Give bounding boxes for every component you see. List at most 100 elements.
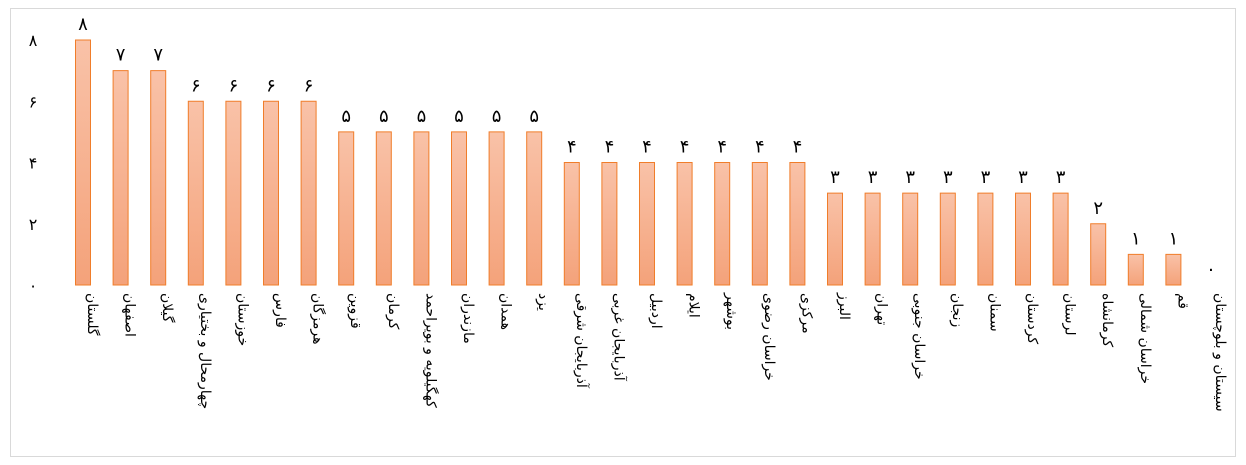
x-category-label: لرستان <box>1062 293 1078 336</box>
bar <box>263 100 279 286</box>
data-label: ۰ <box>1206 259 1216 280</box>
x-category-label: سیستان و بلوچستان <box>1212 293 1228 412</box>
data-label: ۶ <box>191 75 201 96</box>
x-category-label: چهارمحال و بختیاری <box>197 293 213 409</box>
data-label: ۳ <box>1018 167 1028 188</box>
data-label: ۳ <box>905 167 915 188</box>
bar <box>451 131 467 286</box>
data-label: ۱ <box>1131 228 1141 249</box>
x-category-label: خراسان جنوبی <box>911 293 927 380</box>
x-category-label: مرکزی <box>798 293 814 334</box>
data-label: ۶ <box>229 75 239 96</box>
x-category-label: هرمزگان <box>310 293 327 345</box>
bars <box>75 39 1182 286</box>
data-label: ۱ <box>1169 228 1179 249</box>
x-category-label: گیلان <box>159 293 176 323</box>
bar <box>75 39 91 286</box>
x-category-label: آذربایجان شرقی <box>573 293 590 389</box>
data-label: ۷ <box>153 45 163 66</box>
bar <box>977 192 994 286</box>
bar <box>902 192 919 286</box>
bar <box>413 131 430 286</box>
y-tick-label: ۸ <box>29 31 38 50</box>
data-label: ۲ <box>1093 198 1103 219</box>
bar <box>338 131 355 286</box>
data-label: ۶ <box>304 75 314 96</box>
bar <box>1090 223 1107 286</box>
x-category-label: آذربایجان غربی <box>610 293 627 382</box>
y-tick-label: ۰ <box>29 276 38 295</box>
data-label: ۴ <box>605 137 615 158</box>
data-label: ۶ <box>266 75 276 96</box>
bar <box>1127 253 1144 286</box>
bar <box>1015 192 1031 286</box>
x-category-label: بوشهر <box>723 292 739 330</box>
x-category-label: همدان <box>498 293 514 330</box>
x-category-label: فارس <box>272 293 288 328</box>
data-label: ۷ <box>116 45 126 66</box>
bar <box>1052 192 1069 286</box>
data-label: ۴ <box>793 137 803 158</box>
data-label: ۵ <box>454 106 464 127</box>
x-category-label: مازندران <box>460 293 476 344</box>
bar <box>526 131 543 286</box>
x-category-label: زنجان <box>949 293 965 327</box>
bar <box>375 131 392 286</box>
data-label: ۵ <box>379 106 389 127</box>
y-tick-label: ۲ <box>29 215 38 234</box>
bar <box>187 100 204 286</box>
x-category-label: گلستان <box>84 293 101 336</box>
bar <box>864 192 881 286</box>
x-axis: گلستان اصفهان گیلان چهارمحال و بختیاری خوزست… <box>84 292 1228 412</box>
bar <box>488 131 505 286</box>
data-label: ۳ <box>981 167 991 188</box>
y-tick-label: ۶ <box>29 92 38 111</box>
data-label: ۵ <box>341 106 351 127</box>
data-label: ۴ <box>642 137 652 158</box>
x-category-label: خراسان رضوی <box>761 293 777 381</box>
data-label: ۳ <box>830 167 840 188</box>
x-category-label: کرمان <box>385 293 401 330</box>
bar <box>150 70 167 286</box>
x-category-label: یزد <box>535 293 551 311</box>
data-label: ۳ <box>868 167 878 188</box>
x-category-label: خوزستان <box>234 293 250 346</box>
data-label: ۵ <box>529 106 539 127</box>
bar <box>225 100 242 286</box>
x-category-label: اصفهان <box>122 293 138 337</box>
data-label: ۳ <box>943 167 953 188</box>
bar <box>676 162 693 286</box>
data-label: ۳ <box>1056 167 1066 188</box>
bar <box>639 162 655 286</box>
data-label: ۴ <box>567 137 577 158</box>
bar <box>789 162 806 286</box>
chart-frame <box>10 8 1236 457</box>
bar <box>751 162 768 286</box>
bar <box>1165 253 1182 286</box>
x-category-label: کردستان <box>1024 293 1040 344</box>
bar <box>601 162 618 286</box>
data-label: ۵ <box>417 106 427 127</box>
bar <box>714 162 731 286</box>
x-category-label: قم <box>1174 293 1190 309</box>
bar <box>300 100 317 286</box>
x-category-label: خراسان شمالی <box>1137 293 1153 384</box>
y-tick-label: ۴ <box>29 154 38 173</box>
data-label: ۴ <box>680 137 690 158</box>
bar <box>112 70 129 286</box>
data-labels: ۸ ۷ ۷ ۶ ۶ ۶ ۶ ۵ ۵ ۵ ۵ ۵ ۵ ۴ ۴ ۴ ۴ ۴ ۴ ۴ ۳ ۳ ۳ ۳ ۳ ۳ ۳ ۲ ۱ ۱ ۰ <box>78 14 1216 280</box>
bar <box>827 192 843 286</box>
x-category-label: تهران <box>874 293 890 325</box>
data-label: ۴ <box>755 137 765 158</box>
x-category-label: اردبیل <box>648 293 664 329</box>
x-category-label: ایلام <box>686 293 702 318</box>
data-label: ۴ <box>717 137 727 158</box>
x-category-label: قزوین <box>347 293 363 329</box>
data-label: ۵ <box>492 106 502 127</box>
y-axis: ۰ ۲ ۴ ۶ ۸ <box>29 31 38 295</box>
data-label: ۸ <box>78 14 88 35</box>
x-category-label: سمنان <box>986 293 1002 332</box>
x-category-label: کهگیلویه و بویراحمد <box>422 293 439 408</box>
x-category-label: البرز <box>836 292 852 320</box>
